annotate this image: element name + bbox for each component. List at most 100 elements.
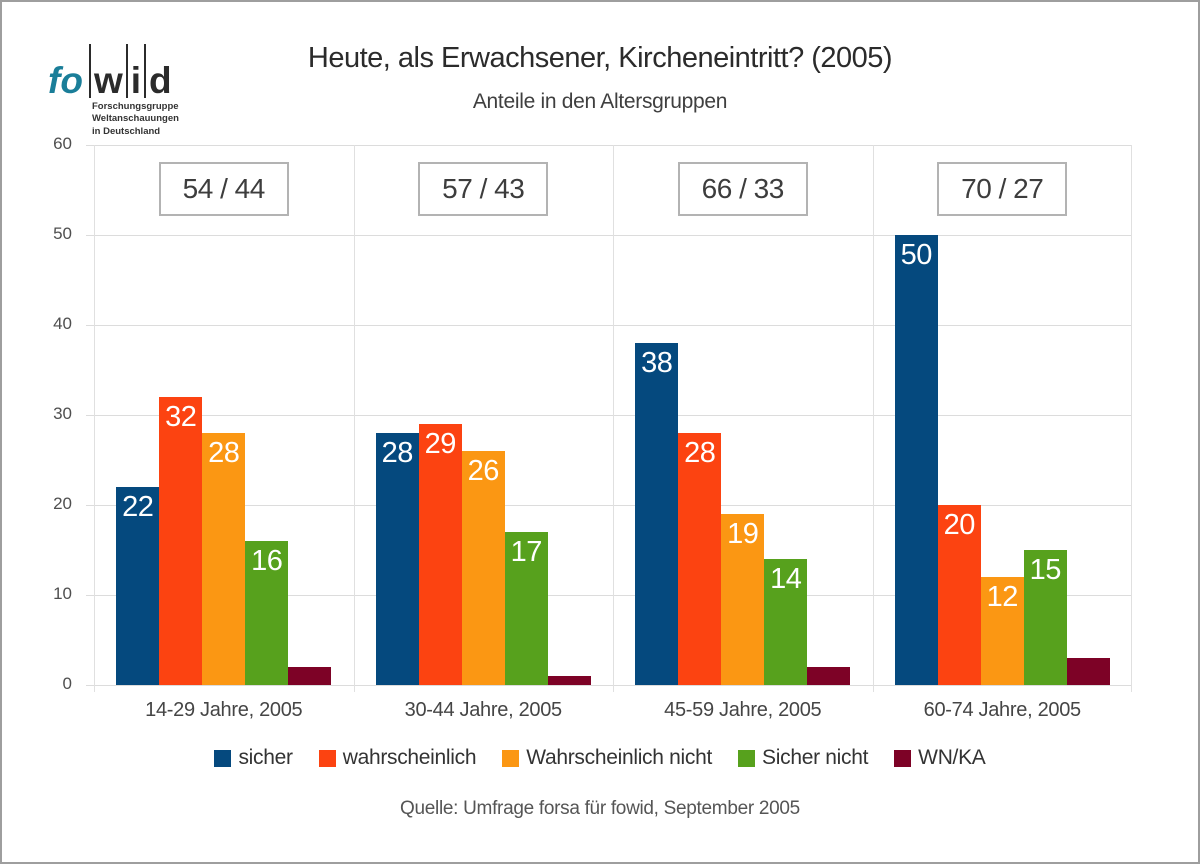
- gridline-vertical: [94, 145, 95, 692]
- logo-subtitle-line: Forschungsgruppe: [92, 101, 179, 112]
- legend-item: WN/KA: [894, 746, 986, 770]
- gridline-vertical: [353, 145, 355, 692]
- legend-label: WN/KA: [918, 746, 986, 769]
- bar-wn-ka: [288, 667, 332, 685]
- legend-swatch: [894, 749, 912, 767]
- y-axis-tick-label: 30: [53, 404, 72, 423]
- annotation-box: 57 / 43: [418, 162, 549, 216]
- bar-group: 22 32 28 16: [94, 145, 354, 685]
- gridline-horizontal: [86, 234, 1132, 236]
- bar-sicher: 22: [116, 487, 160, 685]
- bar-wahrscheinlich: 20: [937, 505, 981, 685]
- logo-divider-bar: [88, 44, 91, 98]
- bar-cluster: 38 28 19 14: [613, 145, 873, 685]
- bar-value-label: 16: [251, 545, 283, 577]
- fowid-logo-wordmark: fo w i d: [48, 44, 179, 101]
- logo-letter-w: w: [93, 59, 123, 101]
- legend-item: wahrscheinlich: [318, 746, 477, 770]
- annotation-cell: 57 / 43: [354, 159, 614, 219]
- y-axis-tick-label: 0: [62, 674, 72, 693]
- bar-value-label: 12: [986, 581, 1019, 613]
- bar-value-label: 28: [381, 437, 414, 469]
- bar-wn-ka: [807, 667, 851, 685]
- bar-cluster: 22 32 28 16: [94, 145, 354, 685]
- bar-value-label: 26: [467, 455, 500, 487]
- bar-cluster: 28 29 26 17: [354, 145, 614, 685]
- legend-label: wahrscheinlich: [342, 746, 477, 769]
- bar-sicher-nicht: 17: [504, 532, 548, 685]
- x-axis-category-label: 45-59 Jahre, 2005: [664, 699, 822, 721]
- gridline-horizontal: [86, 684, 1132, 686]
- bar-value-label: 28: [684, 437, 716, 469]
- y-axis-tick-label: 10: [53, 584, 72, 603]
- legend-item: Wahrscheinlich nicht: [502, 746, 712, 770]
- bar-value-label: 29: [424, 428, 457, 460]
- bar-value-label: 15: [1029, 554, 1062, 586]
- logo-divider-bar: [144, 44, 146, 98]
- bar-group: 28 29 26 17: [354, 145, 614, 685]
- bar-wahrscheinlich: 32: [159, 397, 203, 685]
- gridline-vertical: [1131, 145, 1132, 692]
- bar-value-label: 32: [165, 401, 197, 433]
- legend: sicher wahrscheinlich Wahrscheinlich nicht…: [2, 746, 1198, 770]
- x-axis-category-label: 14-29 Jahre, 2005: [145, 699, 303, 721]
- legend-item: Sicher nicht: [738, 746, 868, 770]
- y-axis-tick-label: 60: [53, 134, 72, 153]
- legend-label: Sicher nicht: [762, 746, 869, 769]
- annotation-cell: 70 / 27: [873, 159, 1133, 219]
- bar-wahrscheinlich-nicht: 19: [721, 514, 765, 685]
- gridline-horizontal: [86, 504, 1132, 506]
- bar-wahrscheinlich: 29: [418, 424, 462, 685]
- y-axis-tick-label: 40: [53, 314, 72, 333]
- plot-area: 22 32 28 16 28 29 26 17 38 28 19 14 50 20 12 15: [86, 144, 1133, 692]
- source-note: Quelle: Umfrage forsa für fowid, Septemb…: [400, 798, 800, 819]
- y-axis-tick-label: 50: [53, 224, 72, 243]
- gridline-horizontal: [86, 414, 1132, 416]
- legend-swatch: [502, 749, 520, 767]
- logo-subtitle-line: in Deutschland: [92, 125, 161, 137]
- x-axis: 14-29 Jahre, 2005 30-44 Jahre, 2005 45-59 …: [94, 699, 1132, 727]
- bar-cluster: 50 20 12 15: [873, 145, 1133, 685]
- annotation-box: 66 / 33: [677, 162, 808, 216]
- bar-sicher: 28: [375, 433, 419, 685]
- logo-subtitle-line: Weltanschauungen: [92, 113, 179, 125]
- bar-wahrscheinlich-nicht: 12: [980, 577, 1024, 685]
- logo-divider-bar: [125, 44, 128, 98]
- x-axis-category-label: 30-44 Jahre, 2005: [404, 699, 563, 721]
- annotation-box: 70 / 27: [937, 162, 1068, 216]
- gridline-horizontal: [86, 144, 1132, 146]
- bar-wahrscheinlich-nicht: 26: [461, 451, 505, 685]
- bar-value-label: 28: [208, 437, 240, 469]
- bar-sicher-nicht: 14: [764, 559, 808, 685]
- bar-value-label: 19: [727, 518, 759, 550]
- legend-swatch: [318, 749, 336, 767]
- bar-value-label: 17: [510, 536, 543, 568]
- bar-sicher-nicht: 15: [1023, 550, 1067, 685]
- bar-sicher: 38: [635, 343, 679, 685]
- bar-value-label: 22: [122, 491, 154, 523]
- chart-subtitle: Anteile in den Altersgruppen: [472, 90, 728, 113]
- annotation-cell: 54 / 44: [94, 159, 354, 219]
- gridline-vertical: [613, 145, 614, 692]
- annotation-box: 54 / 44: [158, 162, 289, 216]
- annotation-row: 54 / 44 57 / 43 66 / 33 70 / 27: [94, 159, 1132, 219]
- gridline-horizontal: [86, 594, 1132, 596]
- bar-value-label: 38: [641, 347, 673, 379]
- logo-letter-d: d: [149, 59, 172, 101]
- legend-swatch: [738, 749, 756, 767]
- bar-value-label: 50: [900, 239, 933, 271]
- bar-wn-ka: [547, 676, 591, 685]
- bar-sicher: 50: [894, 235, 938, 685]
- bar-group: 50 20 12 15: [873, 145, 1133, 685]
- bar-wahrscheinlich-nicht: 28: [202, 433, 246, 685]
- bar-sicher-nicht: 16: [245, 541, 289, 685]
- legend-swatch: [214, 749, 232, 767]
- bar-wn-ka: [1066, 658, 1110, 685]
- x-axis-category-label: 60-74 Jahre, 2005: [923, 699, 1082, 721]
- logo-fo-text: fo: [48, 59, 83, 101]
- gridline-vertical: [872, 145, 874, 692]
- gridline-horizontal: [86, 324, 1132, 326]
- fowid-logo: fo w i d Forschungsgruppe Weltanschauung…: [48, 44, 179, 138]
- legend-label: Wahrscheinlich nicht: [526, 746, 713, 769]
